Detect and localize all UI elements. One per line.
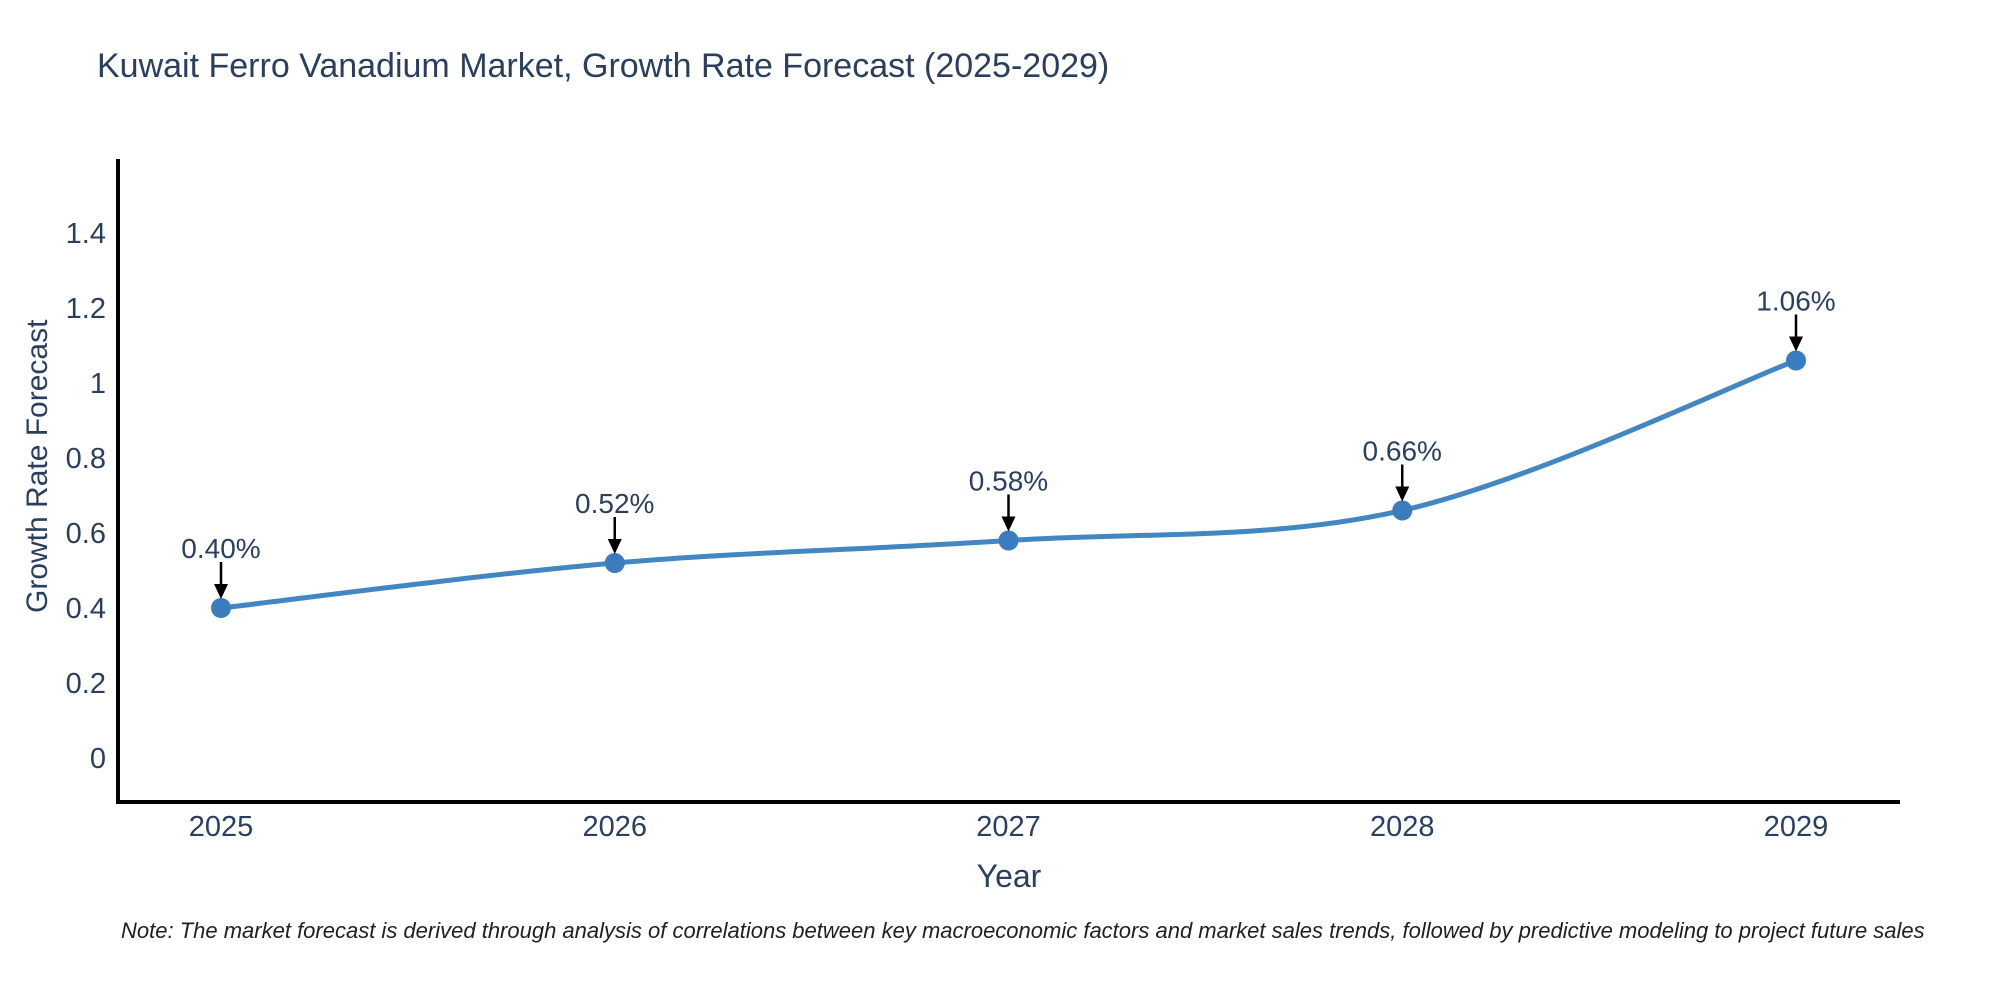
annotation-label: 1.06% (1756, 286, 1835, 317)
data-point-marker (211, 598, 231, 618)
annotation-label: 0.58% (969, 466, 1048, 497)
y-tick-label: 0.4 (66, 593, 106, 625)
y-tick-label: 0 (90, 743, 106, 775)
annotation-label: 0.52% (575, 488, 654, 519)
x-tick-label: 2028 (1370, 811, 1435, 843)
data-point-marker (998, 530, 1019, 551)
annotation-arrowhead (1789, 336, 1803, 352)
data-point-marker (1786, 350, 1806, 371)
annotation-arrowhead (214, 584, 228, 599)
x-tick-label: 2027 (976, 811, 1041, 843)
annotation-arrowhead (1395, 486, 1410, 502)
y-tick-label: 0.2 (66, 668, 106, 700)
x-tick-label: 2029 (1764, 811, 1829, 843)
chart-title: Kuwait Ferro Vanadium Market, Growth Rat… (97, 47, 1110, 85)
y-axis-title: Growth Rate Forecast (21, 319, 54, 613)
annotation-label: 0.66% (1363, 436, 1442, 467)
annotation-label: 0.40% (181, 533, 260, 564)
y-tick-label: 0.6 (66, 518, 106, 550)
x-tick-label: 2025 (189, 811, 254, 843)
annotation-arrowhead (1001, 516, 1016, 532)
x-tick-label: 2026 (582, 811, 647, 843)
y-tick-label: 1.4 (66, 218, 106, 250)
y-tick-label: 1 (90, 368, 106, 400)
annotation-arrowhead (607, 539, 622, 554)
data-point-marker (604, 553, 625, 573)
y-tick-label: 0.8 (66, 443, 106, 475)
x-axis-title: Year (976, 858, 1042, 894)
data-point-marker (1392, 500, 1413, 521)
y-tick-label: 1.2 (66, 293, 106, 325)
footnote: Note: The market forecast is derived thr… (121, 918, 1925, 943)
